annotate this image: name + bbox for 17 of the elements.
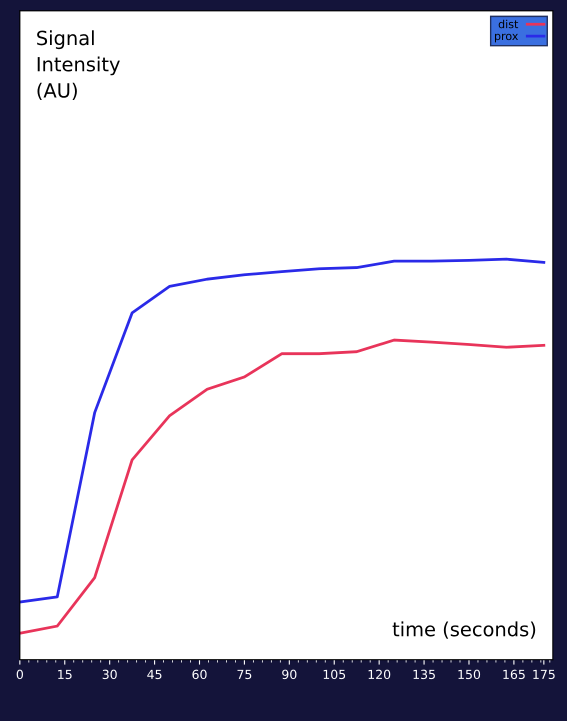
x-axis-title: time (seconds)	[392, 621, 536, 639]
x-tick-label: 120	[368, 670, 390, 680]
legend-label: dist	[498, 20, 518, 28]
x-tick-label: 105	[324, 670, 346, 680]
x-tick-label: 45	[147, 670, 162, 680]
x-tick-label: 150	[458, 670, 480, 680]
x-tick-label: 30	[102, 670, 117, 680]
x-tick-label: 90	[282, 670, 296, 680]
x-tick-label: 165	[503, 670, 525, 680]
x-tick-label: 0	[16, 670, 23, 680]
x-tick-label: 60	[192, 670, 207, 680]
x-tick-label: 15	[58, 670, 72, 680]
text: Signal Intensity (AU)	[37, 30, 120, 100]
legend-label: prox	[494, 34, 518, 42]
x-tick-label: 135	[414, 670, 435, 680]
x-tick-label: 175	[533, 670, 555, 680]
x-tick-label: 75	[237, 670, 252, 680]
